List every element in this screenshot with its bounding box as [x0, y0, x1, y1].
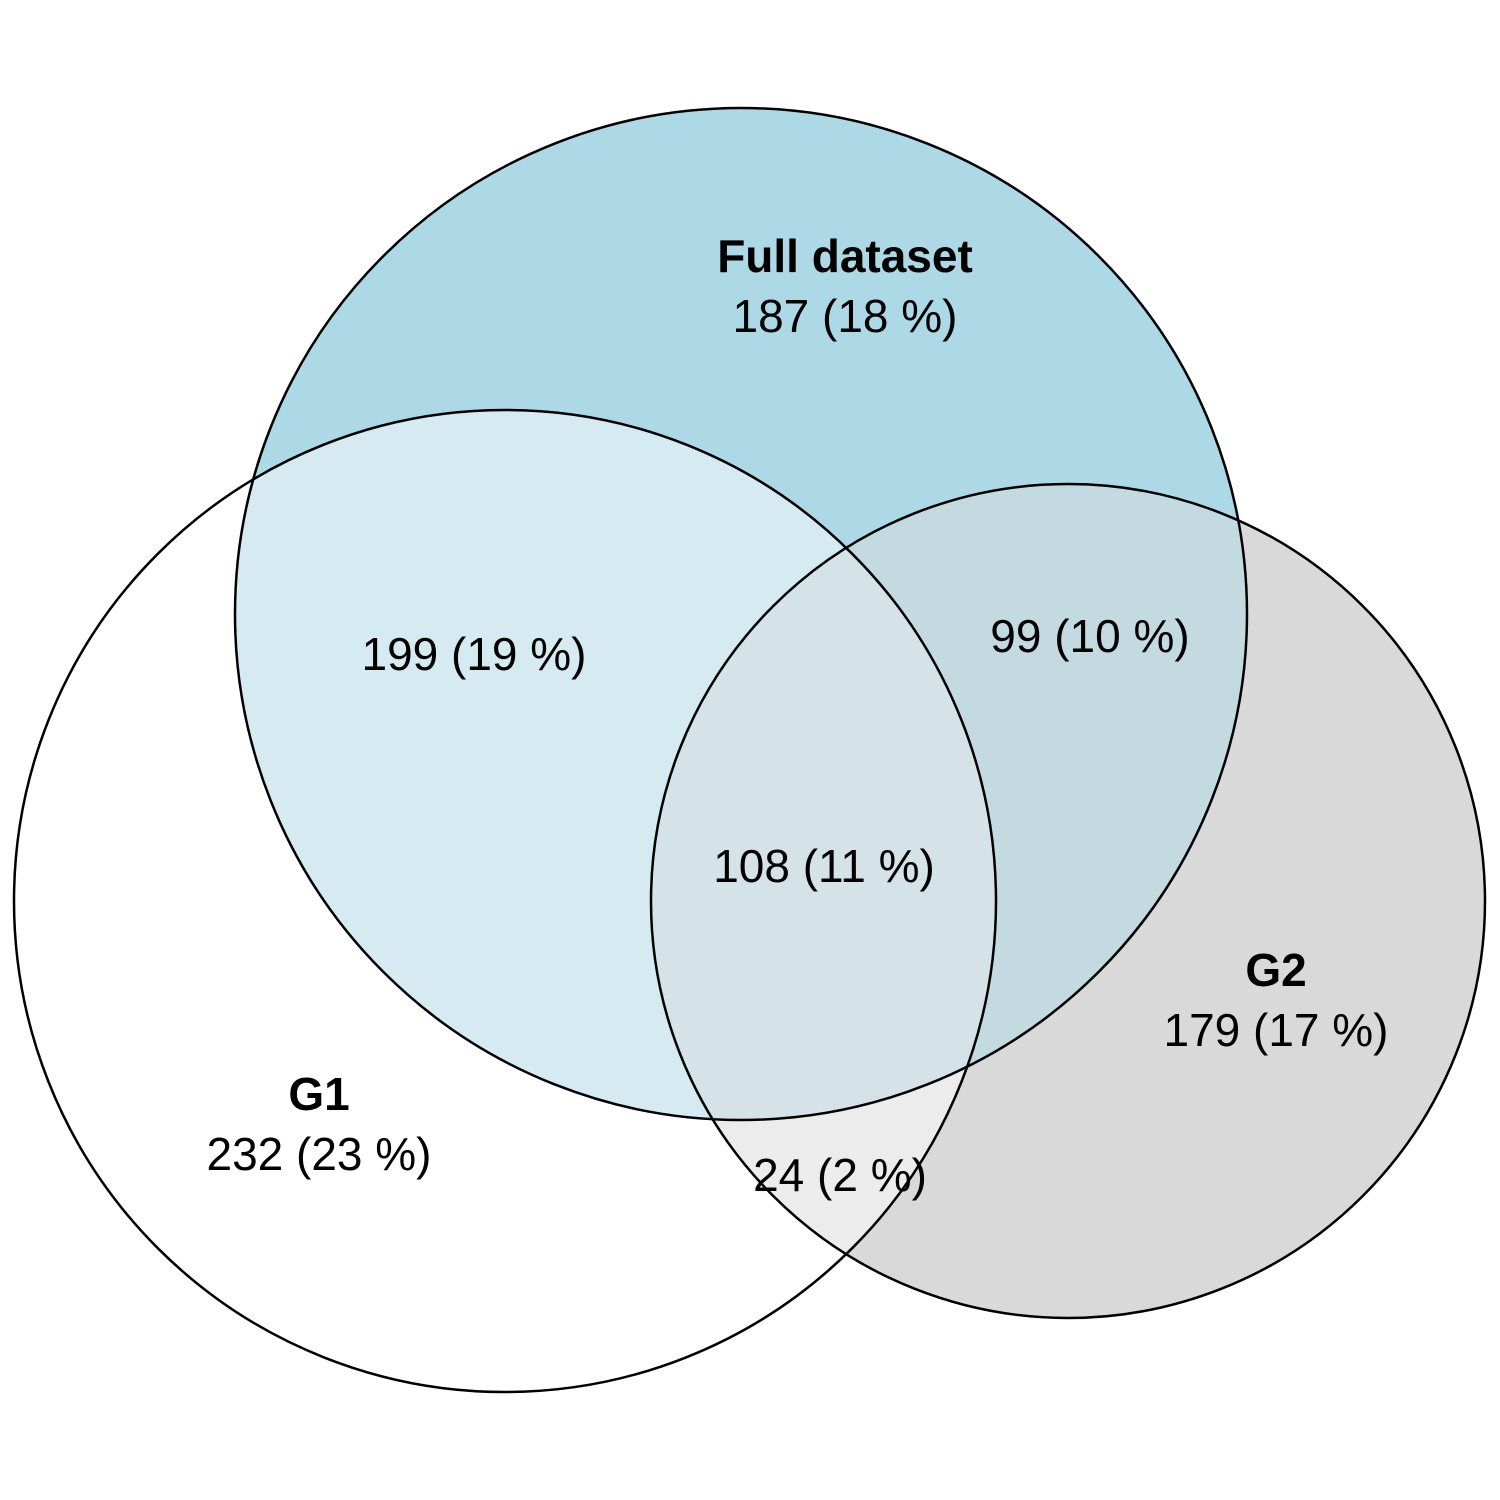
full-g1-label: 199 (19 %) [361, 628, 586, 680]
full-only-label: 187 (18 %) [732, 290, 957, 342]
full-circle-outline [233, 106, 1249, 1122]
g1-g2-label: 24 (2 %) [753, 1149, 927, 1201]
full-g2-label: 99 (10 %) [990, 610, 1189, 662]
g2-only-label: 179 (17 %) [1163, 1004, 1388, 1056]
all-three-label: 108 (11 %) [713, 840, 935, 892]
full-set-name: Full dataset [717, 230, 973, 282]
g2-circle-outline [649, 482, 1487, 1320]
g2-set-name: G2 [1245, 944, 1306, 996]
g1-set-name: G1 [288, 1068, 349, 1120]
g1-only-label: 232 (23 %) [206, 1128, 431, 1180]
g1-circle-outline [12, 408, 998, 1394]
